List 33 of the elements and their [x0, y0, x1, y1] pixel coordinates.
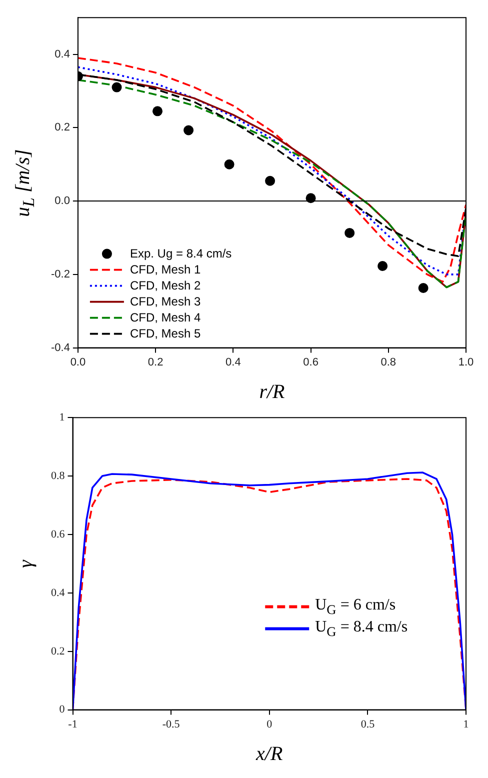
- x-tick-label: 0.8: [380, 356, 396, 368]
- legend-label: CFD, Mesh 5: [130, 326, 201, 340]
- legend-label: CFD, Mesh 2: [130, 278, 201, 292]
- legend-label: CFD, Mesh 1: [130, 262, 201, 276]
- x-tick-label: 0.2: [148, 356, 164, 368]
- y-tick-label: 0.2: [54, 122, 70, 134]
- y-tick-label: -0.4: [50, 342, 70, 354]
- legend-label: U$_{G}$ = 8.4 cm/s: [315, 618, 408, 640]
- legend-label: CFD, Mesh 3: [130, 294, 201, 308]
- y-tick-label: 0.2: [51, 645, 65, 658]
- x-axis-title: r/R: [259, 380, 285, 404]
- legend-label: Exp. Ug = 8.4 cm/s: [130, 246, 232, 260]
- x-tick-label: 1.0: [458, 356, 474, 368]
- y-tick-label: 0: [59, 704, 66, 716]
- y-tick-label: -0.2: [50, 268, 70, 280]
- y-tick-label: 0.4: [54, 48, 70, 60]
- y-tick-label: 0.6: [51, 528, 66, 540]
- y-tick-label: 0.4: [51, 586, 66, 599]
- x-tick-label: 0.0: [70, 356, 86, 368]
- x-tick-label: -0.5: [162, 718, 180, 730]
- x-axis-title: x/R: [256, 742, 283, 766]
- legend-label: U$_{G}$ = 6 cm/s: [315, 596, 396, 618]
- x-tick-label: 0.6: [303, 356, 318, 368]
- x-tick-label: 0.4: [226, 356, 241, 368]
- y-tick-label: 1: [59, 411, 65, 424]
- legend-label: CFD, Mesh 4: [130, 310, 201, 324]
- x-tick-label: -1: [68, 718, 78, 730]
- y-tick-label: 0.8: [51, 470, 66, 482]
- x-tick-label: 1: [463, 718, 469, 730]
- y-axis-title: γ: [14, 560, 38, 568]
- x-tick-label: 0.5: [360, 718, 376, 730]
- x-tick-label: 0: [266, 718, 273, 730]
- y-tick-label: 0.0: [54, 195, 70, 208]
